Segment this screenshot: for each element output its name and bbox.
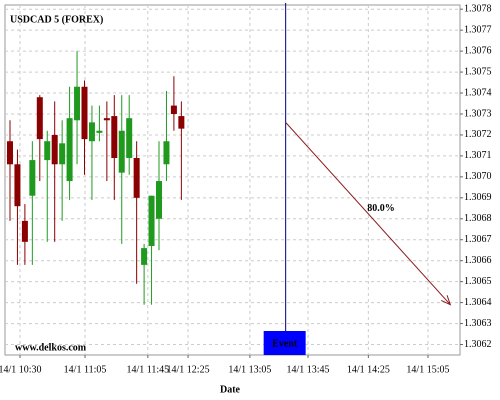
candle-body [133, 157, 140, 198]
y-tick-label: 1.3078 [464, 3, 492, 14]
y-tick-label: 1.3076 [464, 45, 492, 56]
x-tick-label: 14/1 15:05 [406, 364, 449, 375]
candle-body [51, 134, 58, 165]
x-tick-label: 14/1 10:30 [0, 364, 42, 375]
y-tick-label: 1.3077 [464, 24, 492, 35]
y-tick-label: 1.3067 [464, 234, 492, 245]
candle-body [36, 97, 43, 140]
arrow-label: 80.0% [367, 203, 395, 214]
candle-body [6, 141, 13, 165]
candle-body [81, 86, 88, 140]
candle-body [21, 220, 28, 242]
candle-body [88, 122, 95, 142]
candle-body [66, 118, 73, 182]
y-tick-label: 1.3064 [464, 297, 492, 308]
y-tick-label: 1.3068 [464, 213, 492, 224]
x-tick-label: 14/1 13:45 [286, 364, 329, 375]
y-tick-label: 1.3074 [464, 87, 492, 98]
plot-area [4, 4, 461, 356]
y-tick-label: 1.3069 [464, 192, 492, 203]
y-tick-label: 1.3065 [464, 276, 492, 287]
event-box [263, 331, 306, 355]
candle-body [74, 86, 81, 121]
candle-body [163, 141, 170, 165]
y-tick-label: 1.3070 [464, 171, 492, 182]
x-tick-label: 14/1 11:05 [64, 364, 107, 375]
candle-body [14, 164, 21, 207]
y-tick-label: 1.3063 [464, 318, 492, 329]
x-axis-label: Date [220, 384, 241, 395]
arrow-head [441, 295, 452, 306]
candle-body [156, 181, 163, 219]
candle-body [141, 248, 148, 265]
x-tick-label: 14/1 11:45 [126, 364, 169, 375]
x-tick-label: 14/1 13:05 [228, 364, 271, 375]
candle-body [29, 160, 36, 196]
x-tick-label: 14/1 12:25 [167, 364, 210, 375]
candle-body [103, 118, 110, 121]
y-tick-label: 1.3062 [464, 339, 492, 350]
y-tick-label: 1.3075 [464, 66, 492, 77]
candle-body [118, 130, 125, 173]
event-label: Event [272, 338, 298, 349]
watermark: www.delkos.com [15, 342, 87, 353]
y-tick-label: 1.3071 [464, 150, 492, 161]
x-tick-label: 14/1 14:25 [347, 364, 390, 375]
y-tick-label: 1.3073 [464, 108, 492, 119]
candle-body [111, 116, 118, 158]
y-tick-label: 1.3066 [464, 255, 492, 266]
forecast-arrow [285, 122, 451, 306]
candle-body [96, 130, 103, 133]
candle-body [170, 105, 177, 114]
chart-title: USDCAD 5 (FOREX) [10, 14, 103, 25]
candle-body [148, 195, 155, 247]
y-tick-label: 1.3072 [464, 129, 492, 140]
candle-body [44, 141, 51, 161]
candle-body [59, 143, 66, 165]
candle-body [178, 116, 185, 129]
candle-body [126, 118, 133, 158]
